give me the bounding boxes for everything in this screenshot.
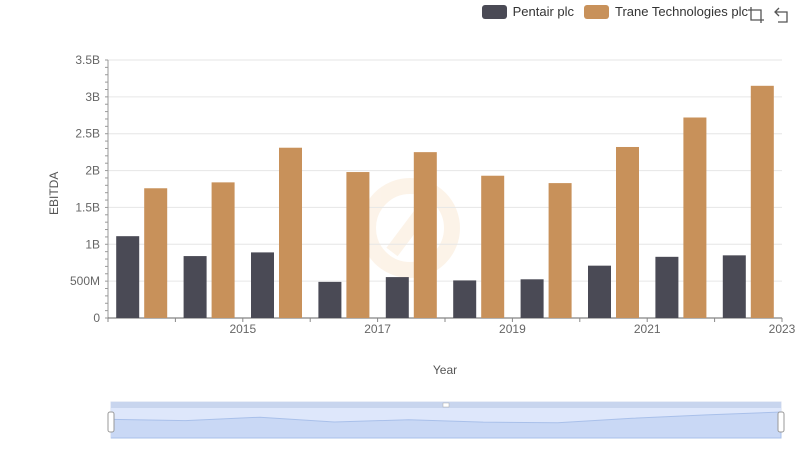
y-tick-label: 500M [70,274,100,288]
y-tick-label: 3B [85,90,100,104]
bar-pentair-2017[interactable] [318,281,342,318]
legend: Pentair plc Trane Technologies plc [481,4,748,19]
legend-swatch-pentair [481,4,507,19]
legend-label-trane: Trane Technologies plc [615,4,748,19]
restore-icon[interactable] [773,6,791,24]
y-tick-label: 1.5B [75,200,100,214]
bar-trane-2023[interactable] [750,85,774,318]
legend-item-trane[interactable]: Trane Technologies plc [584,4,748,19]
bar-trane-2021[interactable] [616,146,639,318]
zoom-select-icon[interactable] [747,6,765,24]
y-tick-label: 1B [85,237,100,251]
bar-trane-2018[interactable] [413,152,437,318]
legend-item-pentair[interactable]: Pentair plc [481,4,575,19]
y-tick-label: 2B [85,164,100,178]
bar-trane-2016[interactable] [279,147,302,318]
bars [116,85,774,318]
x-axis-title: Year [432,363,458,377]
y-tick-label: 0 [93,311,100,325]
x-tick-label: 2017 [364,322,391,336]
bar-trane-2019[interactable] [481,175,505,318]
watermark-logo [360,178,460,278]
legend-swatch-trane [584,4,610,19]
data-zoom-slider[interactable] [107,401,785,439]
bar-pentair-2018[interactable] [385,277,409,318]
bar-pentair-2015[interactable] [183,256,207,318]
bar-trane-2020[interactable] [548,183,572,318]
bar-pentair-2014[interactable] [116,236,140,318]
y-axis: 0 500M 1B 1.5B 2B 2.5B 3B 3.5B [70,53,109,325]
bar-pentair-2019[interactable] [453,280,477,318]
bar-trane-2017[interactable] [346,172,370,318]
zoom-handle-left[interactable] [107,411,115,433]
x-tick-label: 2019 [499,322,526,336]
bar-pentair-2023[interactable] [722,255,746,318]
x-axis: 2015 2017 2019 2021 2023 [107,317,796,336]
zoom-handle-right[interactable] [777,411,785,433]
x-tick-label: 2015 [229,322,256,336]
y-tick-label: 3.5B [75,53,100,67]
bar-pentair-2020[interactable] [520,279,544,318]
y-axis-title: EBITDA [47,171,61,215]
x-tick-label: 2023 [769,322,796,336]
bar-pentair-2016[interactable] [251,252,274,318]
bar-pentair-2022[interactable] [655,256,679,318]
x-tick-label: 2021 [634,322,661,336]
legend-label-pentair: Pentair plc [512,4,575,19]
bar-trane-2022[interactable] [683,117,707,318]
y-tick-label: 2.5B [75,127,100,141]
bar-trane-2015[interactable] [211,182,235,318]
bar-pentair-2021[interactable] [588,265,611,318]
zoom-drag-grip[interactable] [442,402,450,408]
bar-trane-2014[interactable] [144,188,168,318]
